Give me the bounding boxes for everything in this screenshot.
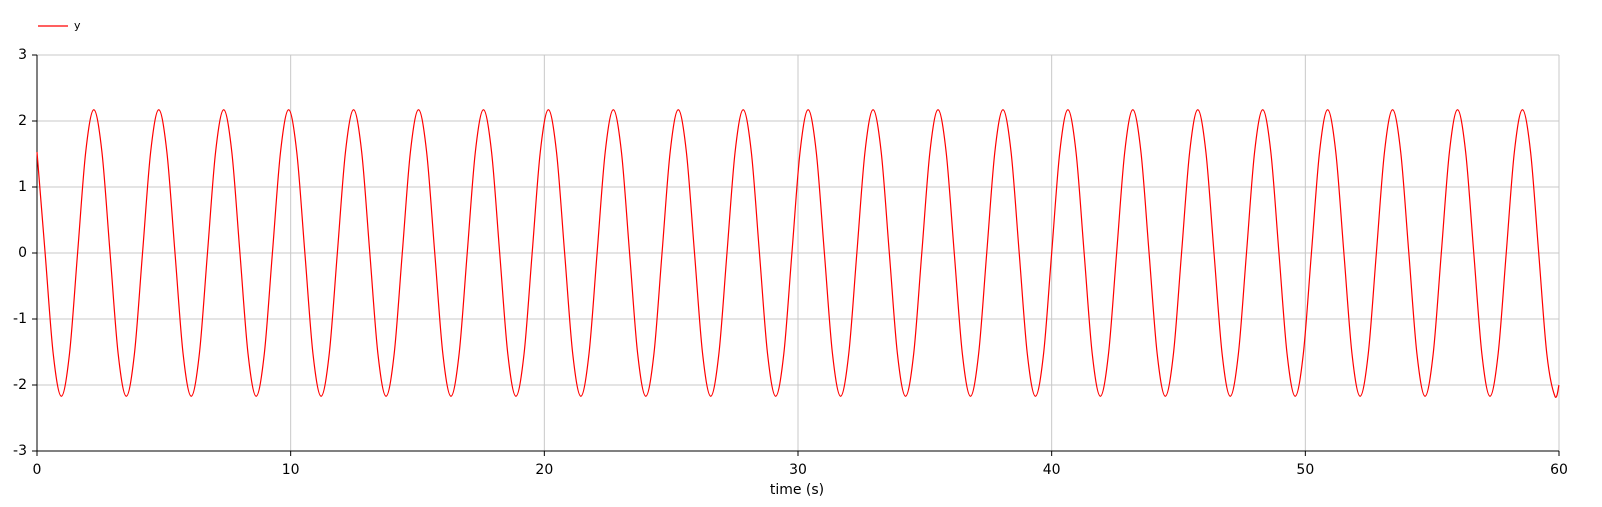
y-tick-label: 3 — [18, 47, 27, 63]
data-line — [36, 109, 1560, 398]
legend-text: y — [74, 19, 81, 32]
y-tick-label: -1 — [13, 311, 27, 327]
x-tick-label: 50 — [1296, 462, 1314, 478]
y-tick-label: 2 — [18, 113, 27, 129]
x-tick-label: 60 — [1550, 462, 1568, 478]
x-tick-label: 20 — [535, 462, 553, 478]
y-tick-label: -2 — [13, 377, 27, 393]
x-tick-label: 30 — [789, 462, 807, 478]
y-tick-label: 1 — [18, 179, 27, 195]
x-tick-label: 10 — [282, 462, 300, 478]
y-tick-label: -3 — [13, 443, 27, 459]
x-tick-label: 40 — [1043, 462, 1061, 478]
x-axis-label: time (s) — [770, 482, 824, 498]
x-tick-label: 0 — [33, 462, 42, 478]
y-tick-label: 0 — [18, 245, 27, 261]
